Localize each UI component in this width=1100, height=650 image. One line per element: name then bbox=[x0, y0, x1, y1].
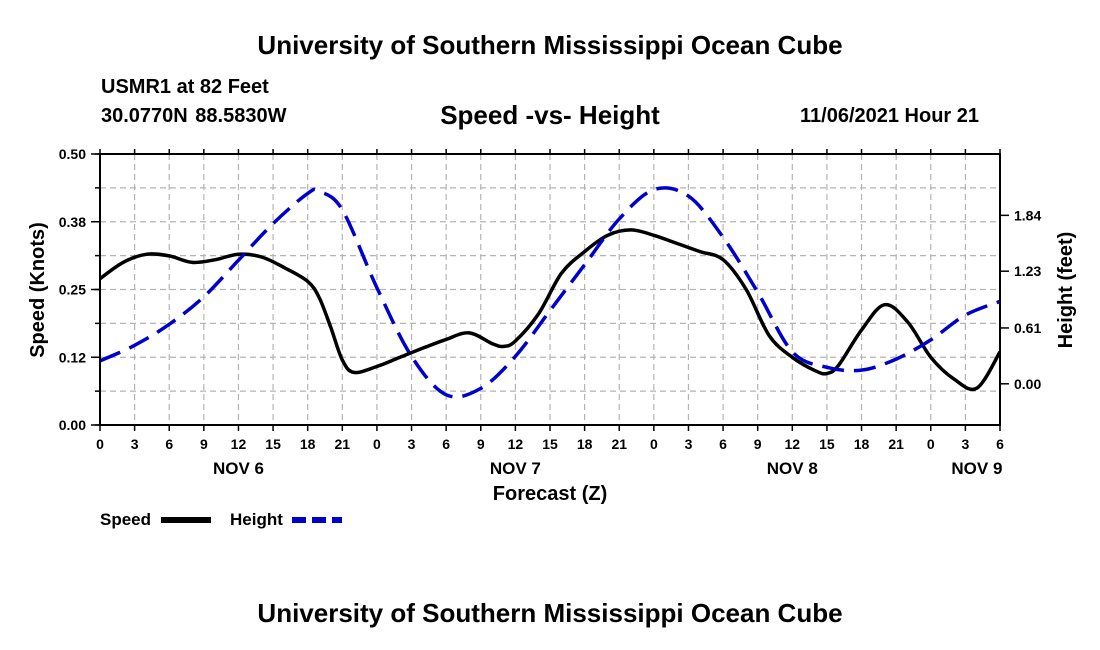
x-tick-label: 12 bbox=[785, 436, 801, 452]
y-left-tick-label: 0.25 bbox=[59, 282, 86, 298]
x-tick-label: 0 bbox=[96, 436, 104, 452]
y-right-tick-label: 0.00 bbox=[1014, 376, 1041, 392]
x-tick-label: 21 bbox=[888, 436, 904, 452]
x-axis-title: Forecast (Z) bbox=[493, 483, 607, 505]
y-right-tick-label: 1.84 bbox=[1014, 207, 1041, 223]
x-tick-label: 18 bbox=[577, 436, 593, 452]
x-tick-label: 3 bbox=[131, 436, 139, 452]
x-tick-label: 21 bbox=[611, 436, 627, 452]
y-axis-right-title: Height (feet) bbox=[1055, 232, 1077, 349]
legend: Speed Height bbox=[100, 510, 342, 529]
x-tick-label: 3 bbox=[685, 436, 693, 452]
series-layer bbox=[100, 186, 1000, 399]
axes: 0 3 6 9 12 15 18 21 0 3 6 9 12 15 18 21 0 3 6 9 12 15 18 21 0 3 6 N… bbox=[59, 146, 1042, 478]
x-tick-label: 3 bbox=[408, 436, 416, 452]
station-label: USMR1 at 82 Feet bbox=[101, 76, 269, 98]
x-tick-label: 12 bbox=[231, 436, 247, 452]
x-tick-label: 3 bbox=[961, 436, 969, 452]
title-top: University of Southern Mississippi Ocean… bbox=[257, 30, 843, 60]
x-tick-label: 0 bbox=[650, 436, 658, 452]
y-left-tick-label: 0.50 bbox=[59, 146, 86, 162]
series-height-line bbox=[100, 186, 1000, 399]
title-bottom: University of Southern Mississippi Ocean… bbox=[257, 598, 843, 628]
x-tick-label: 15 bbox=[819, 436, 835, 452]
date-label: NOV 7 bbox=[490, 459, 541, 478]
coordinates-label: 30.0770N 88.5830W bbox=[101, 105, 287, 127]
x-tick-label: 15 bbox=[265, 436, 281, 452]
date-label: NOV 8 bbox=[767, 459, 818, 478]
series-speed-line bbox=[100, 228, 1000, 392]
x-tick-label: 0 bbox=[373, 436, 381, 452]
y-axis-left-title: Speed (Knots) bbox=[27, 222, 49, 358]
y-left-tick-label: 0.38 bbox=[59, 214, 86, 230]
y-right-tick-label: 0.61 bbox=[1014, 320, 1041, 336]
x-tick-label: 18 bbox=[300, 436, 316, 452]
legend-label-height: Height bbox=[230, 510, 283, 529]
x-tick-label: 0 bbox=[927, 436, 935, 452]
date-label: NOV 9 bbox=[951, 459, 1002, 478]
x-tick-label: 9 bbox=[200, 436, 208, 452]
x-tick-label: 6 bbox=[442, 436, 450, 452]
legend-label-speed: Speed bbox=[100, 510, 151, 529]
x-tick-label: 6 bbox=[165, 436, 173, 452]
x-tick-label: 21 bbox=[335, 436, 351, 452]
x-tick-label: 9 bbox=[477, 436, 485, 452]
x-tick-label: 18 bbox=[854, 436, 870, 452]
y-left-tick-label: 0.12 bbox=[59, 349, 86, 365]
x-tick-label: 12 bbox=[508, 436, 524, 452]
x-tick-label: 6 bbox=[719, 436, 727, 452]
date-label: NOV 6 bbox=[213, 459, 264, 478]
x-tick-label: 9 bbox=[754, 436, 762, 452]
x-tick-label: 15 bbox=[542, 436, 558, 452]
datetime-label: 11/06/2021 Hour 21 bbox=[800, 105, 980, 127]
chart-title: Speed -vs- Height bbox=[440, 100, 660, 130]
y-right-tick-label: 1.23 bbox=[1014, 263, 1041, 279]
x-tick-label: 6 bbox=[996, 436, 1004, 452]
y-left-tick-label: 0.00 bbox=[59, 417, 86, 433]
